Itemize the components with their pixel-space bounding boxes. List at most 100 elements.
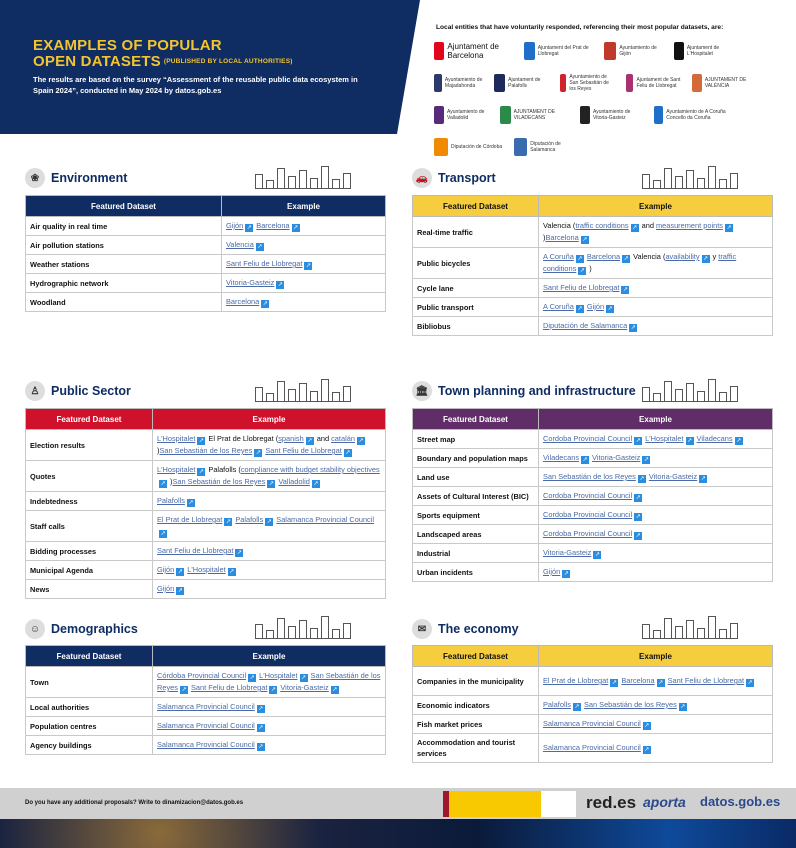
dataset-link[interactable]: Barcelona (621, 676, 655, 685)
dataset-link[interactable]: San Sebastián de los Reyes (543, 472, 636, 481)
dataset-link[interactable]: Diputación de Salamanca (543, 321, 628, 330)
dataset-link[interactable]: Salamanca Provincial Council (157, 702, 255, 711)
dataset-link[interactable]: Sant Feliu de Llobregat (157, 546, 234, 555)
external-link-icon[interactable]: ↗ (606, 305, 615, 313)
external-link-icon[interactable]: ↗ (581, 456, 590, 464)
dataset-link[interactable]: Córdoba Provincial Council (157, 671, 247, 680)
external-link-icon[interactable]: ↗ (578, 267, 587, 275)
dataset-link[interactable]: A Coruña (543, 252, 574, 261)
external-link-icon[interactable]: ↗ (629, 324, 638, 332)
dataset-link[interactable]: Valladolid (278, 477, 310, 486)
dataset-link[interactable]: Viladecans (543, 453, 580, 462)
external-link-icon[interactable]: ↗ (699, 475, 708, 483)
dataset-link[interactable]: Cordoba Provincial Council (543, 491, 633, 500)
dataset-link[interactable]: Salamanca Provincial Council (543, 719, 641, 728)
external-link-icon[interactable]: ↗ (291, 224, 300, 232)
external-link-icon[interactable]: ↗ (642, 456, 651, 464)
external-link-icon[interactable]: ↗ (255, 243, 264, 251)
dataset-link[interactable]: measurement points (656, 221, 723, 230)
external-link-icon[interactable]: ↗ (267, 480, 276, 488)
external-link-icon[interactable]: ↗ (245, 224, 254, 232)
dataset-link[interactable]: San Sebastián de los Reyes (172, 477, 266, 486)
dataset-link[interactable]: Barcelona (586, 252, 621, 261)
external-link-icon[interactable]: ↗ (159, 480, 167, 488)
external-link-icon[interactable]: ↗ (248, 674, 257, 682)
dataset-link[interactable]: San Sebastián de los Reyes (583, 700, 677, 709)
external-link-icon[interactable]: ↗ (179, 686, 188, 694)
dataset-link[interactable]: Sant Feliu de Llobregat (190, 683, 268, 692)
dataset-link[interactable]: Vitoria-Gasteiz (648, 472, 698, 481)
external-link-icon[interactable]: ↗ (261, 300, 270, 308)
dataset-link[interactable]: Palafolls (543, 700, 571, 709)
external-link-icon[interactable]: ↗ (580, 236, 589, 244)
external-link-icon[interactable]: ↗ (227, 568, 236, 576)
dataset-link[interactable]: Vitoria-Gasteiz (280, 683, 329, 692)
dataset-link[interactable]: Viladecans (696, 434, 733, 443)
dataset-link[interactable]: Vitoria-Gasteiz (226, 278, 275, 287)
external-link-icon[interactable]: ↗ (311, 480, 320, 488)
dataset-link[interactable]: traffic conditions (575, 221, 629, 230)
external-link-icon[interactable]: ↗ (276, 281, 285, 289)
external-link-icon[interactable]: ↗ (630, 224, 639, 232)
dataset-link[interactable]: Barcelona (545, 233, 579, 242)
external-link-icon[interactable]: ↗ (575, 255, 584, 263)
external-link-icon[interactable]: ↗ (562, 570, 571, 578)
external-link-icon[interactable]: ↗ (685, 437, 694, 445)
external-link-icon[interactable]: ↗ (356, 437, 365, 445)
external-link-icon[interactable]: ↗ (197, 437, 206, 445)
dataset-link[interactable]: spanish (278, 434, 304, 443)
dataset-link[interactable]: A Coruña (543, 302, 574, 311)
dataset-link[interactable]: El Prat de Llobregat (543, 676, 609, 685)
dataset-link[interactable]: Sant Feliu de Llobregat (543, 283, 620, 292)
external-link-icon[interactable]: ↗ (224, 518, 233, 526)
external-link-icon[interactable]: ↗ (724, 224, 733, 232)
dataset-link[interactable]: Palafolls (157, 496, 185, 505)
dataset-link[interactable]: L'Hospitalet (187, 565, 226, 574)
external-link-icon[interactable]: ↗ (610, 679, 619, 687)
external-link-icon[interactable]: ↗ (235, 549, 244, 557)
dataset-link[interactable]: Salamanca Provincial Council (157, 721, 255, 730)
dataset-link[interactable]: L'Hospitalet (259, 671, 298, 680)
dataset-link[interactable]: Valencia (226, 240, 254, 249)
external-link-icon[interactable]: ↗ (622, 255, 631, 263)
dataset-link[interactable]: Salamanca Provincial Council (276, 515, 375, 524)
dataset-link[interactable]: Salamanca Provincial Council (543, 743, 641, 752)
dataset-link[interactable]: catalán (331, 434, 355, 443)
dataset-link[interactable]: Sant Feliu de Llobregat (226, 259, 303, 268)
dataset-link[interactable]: L'Hospitalet (645, 434, 684, 443)
dataset-link[interactable]: Barcelona (256, 221, 290, 230)
dataset-link[interactable]: San Sebastián de los Reyes (159, 446, 253, 455)
dataset-link[interactable]: Barcelona (226, 297, 260, 306)
external-link-icon[interactable]: ↗ (637, 475, 646, 483)
external-link-icon[interactable]: ↗ (330, 686, 339, 694)
dataset-link[interactable]: availability (665, 252, 700, 261)
external-link-icon[interactable]: ↗ (343, 449, 352, 457)
dataset-link[interactable]: traffic conditions (543, 252, 737, 273)
external-link-icon[interactable]: ↗ (746, 679, 755, 687)
external-link-icon[interactable]: ↗ (734, 437, 743, 445)
external-link-icon[interactable]: ↗ (701, 255, 710, 263)
external-link-icon[interactable]: ↗ (678, 703, 687, 711)
dataset-link[interactable]: Cordoba Provincial Council (543, 510, 633, 519)
external-link-icon[interactable]: ↗ (159, 530, 167, 538)
dataset-link[interactable]: Sant Feliu de Llobregat (265, 446, 342, 455)
external-link-icon[interactable]: ↗ (256, 743, 265, 751)
dataset-link[interactable]: Palafolls (235, 515, 264, 524)
external-link-icon[interactable]: ↗ (304, 262, 313, 270)
external-link-icon[interactable]: ↗ (254, 449, 263, 457)
dataset-link[interactable]: Gijón (226, 221, 244, 230)
dataset-link[interactable]: Cordoba Provincial Council (543, 434, 633, 443)
external-link-icon[interactable]: ↗ (634, 494, 643, 502)
external-link-icon[interactable]: ↗ (265, 518, 274, 526)
external-link-icon[interactable]: ↗ (634, 437, 643, 445)
external-link-icon[interactable]: ↗ (656, 679, 665, 687)
external-link-icon[interactable]: ↗ (256, 705, 265, 713)
dataset-link[interactable]: compliance with budget stability objecti… (240, 465, 380, 474)
external-link-icon[interactable]: ↗ (634, 513, 643, 521)
external-link-icon[interactable]: ↗ (621, 286, 630, 294)
external-link-icon[interactable]: ↗ (642, 722, 651, 730)
dataset-link[interactable]: Gijón (586, 302, 605, 311)
dataset-link[interactable]: Cordoba Provincial Council (543, 529, 633, 538)
dataset-link[interactable]: Vitoria-Gasteiz (543, 548, 592, 557)
external-link-icon[interactable]: ↗ (642, 746, 651, 754)
